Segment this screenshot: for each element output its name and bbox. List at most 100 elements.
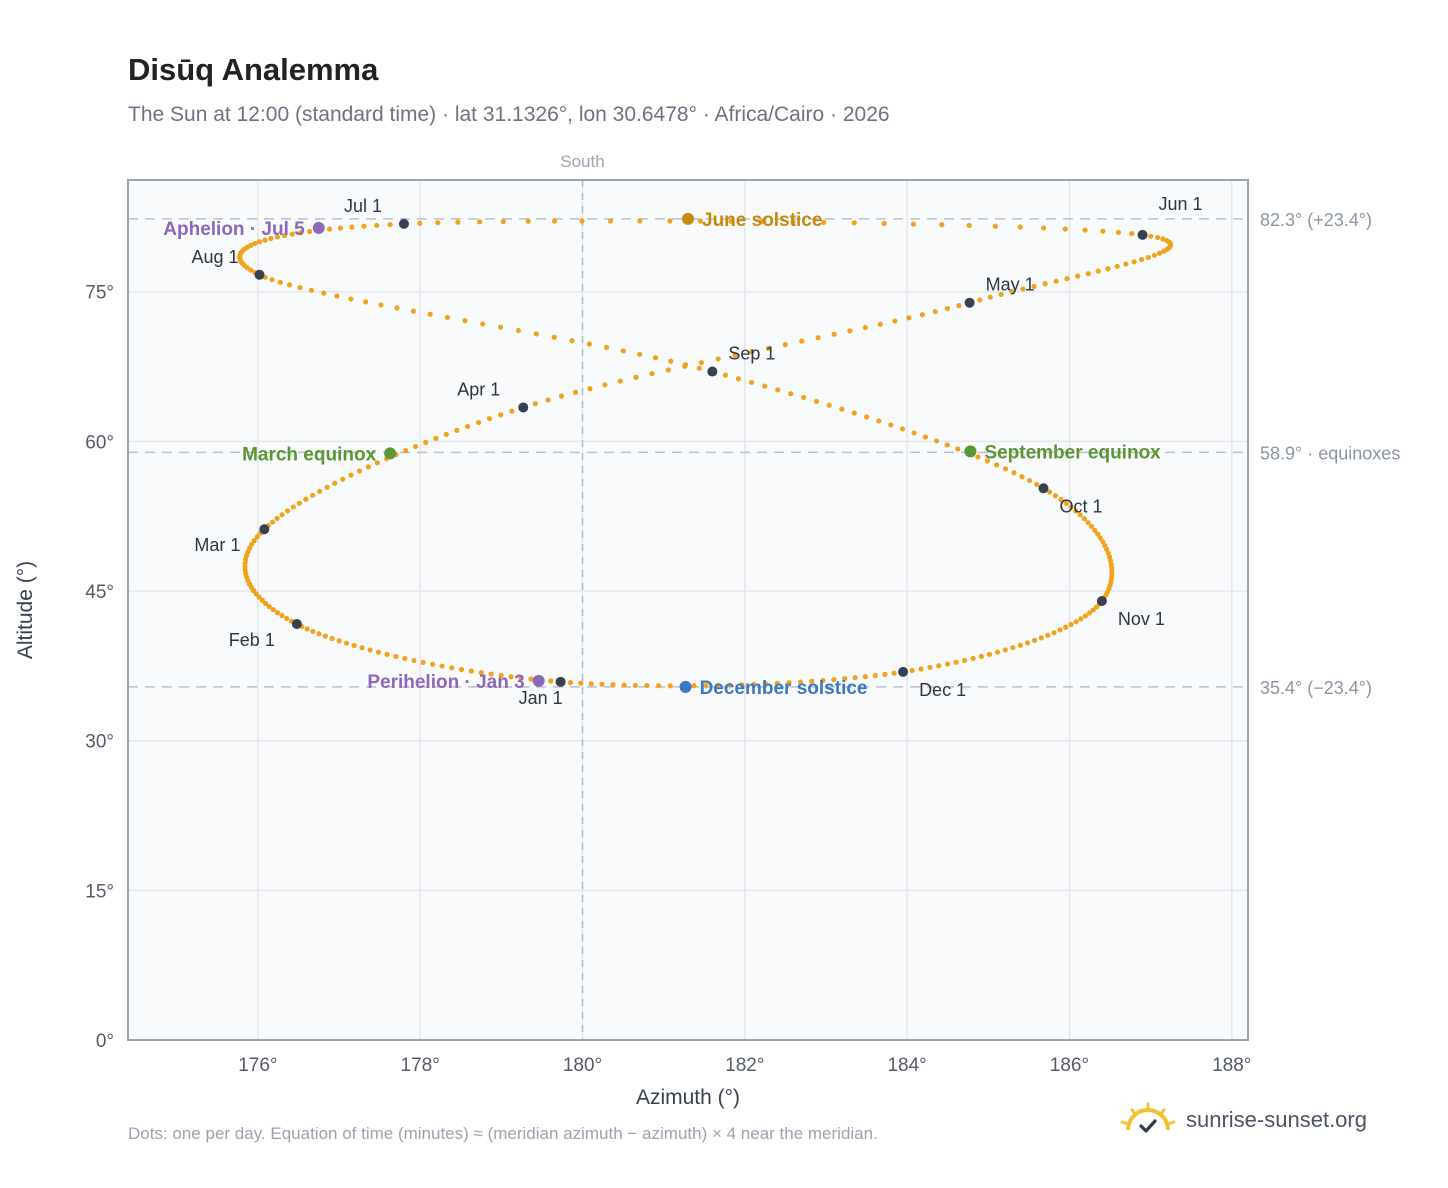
daily-sun-dot [632,682,639,688]
daily-sun-dot [361,223,367,229]
footnote: Dots: one per day. Equation of time (min… [128,1124,878,1143]
daily-sun-dot [797,679,804,685]
month-label: May 1 [986,275,1035,295]
brand-name: sunrise-sunset.org [1186,1107,1367,1132]
daily-sun-dot [1041,225,1047,231]
daily-sun-dot [348,296,354,302]
daily-sun-dot [966,222,972,229]
daily-sun-dot [359,645,365,651]
daily-sun-dot [944,661,951,667]
daily-sun-dot [944,442,950,448]
daily-sun-dot [1075,273,1081,279]
daily-sun-dot [1058,496,1064,503]
month-label: Nov 1 [1118,609,1165,629]
event-label: September equinox [984,442,1161,463]
daily-sun-dot [986,651,993,657]
daily-sun-dot [872,672,878,679]
daily-sun-dot [374,222,380,228]
daily-sun-dot [1017,224,1023,230]
daily-sun-dot [307,228,313,235]
daily-sun-dot [1034,481,1040,488]
plot-frame [127,179,1249,1041]
daily-sun-dot [1042,281,1048,287]
daily-sun-dot [458,666,465,673]
daily-sun-dot [480,321,486,327]
daily-sun-dot [1047,489,1053,495]
daily-sun-dot [286,282,293,288]
event-label: December solstice [700,678,868,699]
event-marker [532,674,545,687]
daily-sun-dot [1052,493,1059,499]
daily-sun-dot [715,682,721,688]
daily-sun-dot [1092,527,1098,533]
daily-sun-dot [998,291,1004,298]
daily-sun-dot [655,683,662,689]
daily-sun-dot [427,311,433,317]
daily-sun-dot [279,612,285,619]
month-marker [291,618,302,629]
daily-sun-dot [567,679,574,686]
x-tick-label: 188° [1212,1055,1251,1076]
x-tick-label: 176° [238,1055,277,1076]
brand[interactable]: sunrise-sunset.org [1120,1102,1367,1138]
daily-sun-dot [910,221,917,227]
daily-sun-dot [637,218,643,224]
daily-sun-dot [739,682,745,688]
daily-sun-dot [1010,645,1016,651]
month-label: Oct 1 [1059,496,1102,516]
daily-sun-dot [617,378,623,384]
daily-sun-dot [1097,535,1103,541]
daily-sun-dot [548,678,554,684]
daily-sun-dot [1148,233,1154,239]
daily-sun-dot [508,674,514,680]
month-marker [707,366,718,377]
daily-sun-dot [782,342,788,348]
daily-sun-dot [1024,640,1031,646]
daily-sun-dot [277,279,283,285]
y-tick-label: 60° [85,432,114,453]
daily-sun-dot [387,221,393,228]
daily-sun-dot [1020,286,1026,292]
daily-sun-dot [813,398,820,404]
daily-sun-dot [375,649,382,655]
daily-sun-dot [667,218,673,224]
daily-sun-dot [1051,630,1057,636]
daily-sun-dot [992,223,999,229]
daily-sun-dot [518,675,524,681]
daily-sun-dot [525,218,531,224]
daily-sun-dot [1086,610,1092,616]
daily-sun-dot [1082,227,1088,233]
daily-sun-dot [978,653,984,659]
daily-sun-dot [862,324,868,331]
daily-sun-dot [882,671,888,677]
daily-sun-dot [257,239,263,245]
daily-sun-dot [762,681,769,687]
daily-sun-dot [1031,283,1037,290]
daily-sun-dot [270,607,276,613]
daily-sun-dot [365,464,371,470]
daily-sun-dot [433,435,439,441]
daily-sun-dot [953,659,959,665]
month-marker [518,402,529,413]
daily-sun-dot [620,348,626,354]
daily-sun-dot [1057,627,1063,633]
daily-sun-dot [444,314,451,321]
month-marker [898,666,909,677]
y-tick-label: 0° [96,1031,114,1052]
daily-sun-dot [367,647,373,653]
daily-sun-dot [759,219,765,225]
chart-title: Disūq Analemma [128,52,379,87]
daily-sun-dot [334,293,340,299]
daily-sun-dot [1063,500,1069,506]
daily-sun-dot [698,359,705,366]
daily-sun-dot [994,649,1001,655]
daily-sun-dot [336,638,342,644]
y-tick-label: 45° [85,582,114,603]
daily-sun-dot [922,434,929,440]
daily-sun-dot [821,219,827,225]
daily-sun-dot [266,603,272,610]
month-label: Aug 1 [191,247,238,267]
month-label: Feb 1 [229,630,275,650]
daily-sun-dot [1129,230,1135,237]
daily-sun-dot [251,538,257,544]
